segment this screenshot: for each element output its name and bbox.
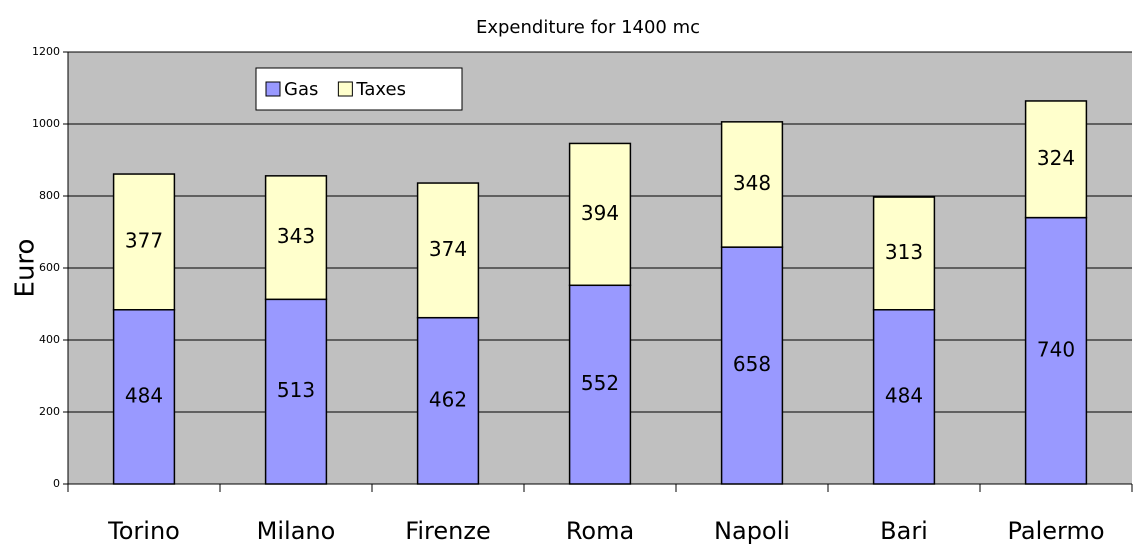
y-tick-label: 1200	[32, 45, 60, 58]
data-label: 348	[733, 171, 771, 195]
x-tick-label: Milano	[257, 517, 336, 545]
bar-segment	[720, 121, 784, 248]
data-label: 740	[1037, 337, 1075, 361]
y-tick-label: 800	[39, 189, 60, 202]
data-label: 377	[125, 228, 163, 252]
bar-segment	[112, 173, 176, 311]
chart-title: Expenditure for 1400 mc	[476, 17, 700, 38]
bar-segment	[264, 298, 328, 485]
bar-segment	[568, 142, 632, 287]
x-tick-label: Napoli	[714, 517, 790, 545]
bar-segment	[112, 309, 176, 485]
legend-swatch	[265, 81, 281, 97]
data-label: 462	[429, 387, 467, 411]
legend-box	[255, 67, 463, 111]
data-label: 513	[277, 378, 315, 402]
bar-segment	[416, 182, 480, 319]
y-tick-label: 400	[39, 333, 60, 346]
bar-segment	[1024, 216, 1088, 485]
bar-segment	[416, 316, 480, 485]
data-label: 343	[277, 224, 315, 248]
data-label: 313	[885, 240, 923, 264]
data-label: 658	[733, 352, 771, 376]
bar-segment	[720, 246, 784, 485]
x-tick-label: Torino	[107, 517, 180, 545]
x-tick-label: Bari	[880, 517, 928, 545]
data-label: 552	[581, 371, 619, 395]
bar-segment	[872, 196, 936, 311]
bar-segment	[1024, 100, 1088, 219]
bar-segment	[264, 175, 328, 301]
y-tick-label: 0	[53, 477, 60, 490]
legend-swatch	[337, 81, 353, 97]
y-tick-label: 1000	[32, 117, 60, 130]
x-tick-label: Palermo	[1007, 517, 1104, 545]
data-label: 374	[429, 237, 467, 261]
y-tick-label: 200	[39, 405, 60, 418]
data-label: 484	[885, 383, 923, 407]
data-label: 324	[1037, 146, 1075, 170]
data-label: 484	[125, 383, 163, 407]
bar-segment	[568, 284, 632, 485]
x-tick-label: Roma	[566, 517, 634, 545]
legend-label: Gas	[284, 79, 318, 100]
data-label: 394	[581, 201, 619, 225]
bar-segment	[872, 309, 936, 485]
y-axis-label: Euro	[11, 239, 41, 298]
x-tick-label: Firenze	[405, 517, 490, 545]
y-tick-label: 600	[39, 261, 60, 274]
legend-label: Taxes	[355, 79, 406, 100]
